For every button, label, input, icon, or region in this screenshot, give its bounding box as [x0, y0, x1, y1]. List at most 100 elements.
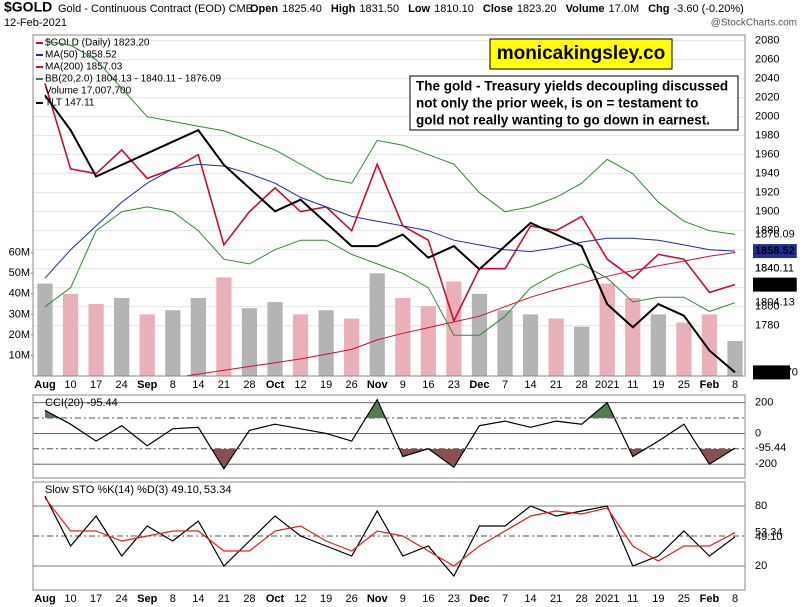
volume-bar — [190, 297, 206, 376]
volume-bar — [318, 310, 334, 376]
volume-bar — [344, 318, 360, 376]
volume-tick-label: 60M — [9, 247, 30, 259]
y-tick-label: 1900 — [755, 206, 779, 218]
annotation-line: The gold - Treasury yields decoupling di… — [416, 79, 728, 94]
quote-label: Close — [483, 3, 513, 15]
series-line — [44, 398, 736, 470]
y-tick-label: 1980 — [755, 130, 779, 142]
quote-value: 1823.20 — [517, 3, 557, 15]
x-tick-label: Sep — [137, 593, 157, 605]
x-tick-label: 19 — [320, 379, 332, 391]
last-value-box — [753, 244, 797, 259]
last-value-label: 147.11 — [755, 366, 788, 378]
quote-label: Low — [408, 3, 430, 15]
volume-tick-label: 20M — [9, 329, 30, 341]
volume-bar — [625, 297, 641, 376]
legend-entry: Volume 17,007,700 — [45, 86, 132, 97]
volume-bar — [548, 318, 564, 376]
y-tick-label: 2040 — [755, 73, 779, 85]
volume-bar — [574, 326, 590, 376]
volume-bar — [599, 283, 615, 376]
panel-frame — [32, 394, 746, 479]
x-tick-label: 12 — [294, 593, 306, 605]
quote-value: 1831.50 — [359, 3, 399, 15]
volume-tick-label: 30M — [9, 308, 30, 320]
volume-bar — [241, 308, 258, 376]
series-line-lower — [44, 206, 736, 336]
x-tick-label: 21 — [218, 593, 230, 605]
x-tick-label: 2021 — [595, 379, 619, 391]
y-tick-label: 2080 — [755, 35, 779, 47]
x-tick-label: 9 — [400, 379, 406, 391]
panel-legend: Slow STO %K(14) %D(3) 49.10, — [45, 484, 202, 496]
x-tick-label: Feb — [700, 379, 720, 391]
series-line — [44, 83, 736, 324]
x-tick-label: 12 — [294, 379, 306, 391]
x-tick-label: 10 — [64, 593, 76, 605]
x-tick-label: 11 — [627, 379, 638, 391]
x-tick-label: 17 — [90, 593, 102, 605]
y-tick-label: 200 — [755, 397, 773, 409]
legend-entry: $GOLD (Daily) 1823.20 — [45, 38, 150, 49]
volume-bar — [497, 310, 513, 376]
x-tick-label: 14 — [192, 379, 204, 391]
panel-frame — [32, 34, 746, 377]
last-value-label: 1804.13 — [755, 297, 795, 309]
panel-legend: CCI(20) -95.44 — [45, 397, 118, 409]
x-tick-label: Dec — [469, 593, 489, 605]
volume-bar — [676, 322, 692, 376]
x-tick-label: 8 — [170, 379, 176, 391]
last-value-label: 1840.11 — [755, 262, 794, 274]
y-tick-label: 1920 — [755, 187, 779, 199]
quote-value: 1825.40 — [282, 3, 322, 15]
date: 12-Feb-2021 — [4, 17, 67, 29]
x-tick-label: 19 — [652, 379, 664, 391]
volume-bar — [369, 273, 385, 376]
y-tick-label: 1780 — [755, 320, 779, 332]
x-tick-label: 24 — [116, 379, 128, 391]
x-tick-label: Sep — [137, 379, 157, 391]
volume-bar — [650, 314, 666, 376]
last-value-label: 1823.20 — [755, 279, 795, 291]
series-line — [44, 94, 736, 374]
y-tick-label: 1940 — [755, 168, 779, 180]
volume-bar — [216, 277, 232, 376]
x-tick-label: Nov — [367, 379, 389, 391]
legend-entry: TLT 147.11 — [45, 98, 95, 109]
volume-bar — [522, 314, 539, 376]
legend-entry: MA(50) 1858.52 — [45, 50, 117, 61]
symbol: $GOLD — [4, 0, 52, 15]
quote-label: High — [331, 3, 356, 15]
y-tick-label: 2060 — [755, 54, 779, 66]
quote-label: Chg — [648, 3, 669, 15]
x-tick-label: 25 — [678, 593, 690, 605]
series-line — [44, 497, 736, 567]
annotation-line: not only the prior week, is on = testame… — [416, 96, 698, 111]
x-tick-label: 26 — [346, 379, 358, 391]
x-tick-label: 26 — [346, 593, 358, 605]
quote-label: Volume — [566, 3, 605, 15]
volume-bar — [165, 310, 181, 376]
x-tick-label: 24 — [116, 593, 128, 605]
last-value-label: 49.10 — [755, 531, 783, 543]
x-tick-label: 14 — [524, 379, 536, 391]
volume-tick-label: 40M — [9, 288, 30, 300]
volume-bar — [37, 283, 53, 376]
volume-bar — [395, 297, 411, 376]
x-tick-label: 16 — [422, 379, 434, 391]
x-tick-label: 21 — [550, 593, 562, 605]
y-tick-label: 1800 — [755, 301, 779, 313]
x-tick-label: Oct — [266, 379, 285, 391]
x-tick-label: 23 — [448, 379, 460, 391]
y-tick-label: 1880 — [755, 225, 779, 237]
x-tick-label: 25 — [678, 379, 690, 391]
x-tick-label: 28 — [243, 379, 255, 391]
x-tick-label: 7 — [502, 379, 508, 391]
annotation-line: gold not really wanting to go down in ea… — [416, 113, 710, 128]
y-tick-label: -200 — [755, 458, 777, 470]
x-tick-label: 10 — [64, 379, 76, 391]
x-tick-label: Oct — [266, 593, 285, 605]
volume-bar — [727, 341, 743, 376]
x-tick-label: 7 — [502, 593, 508, 605]
credit: @StockCharts.com — [711, 18, 797, 29]
